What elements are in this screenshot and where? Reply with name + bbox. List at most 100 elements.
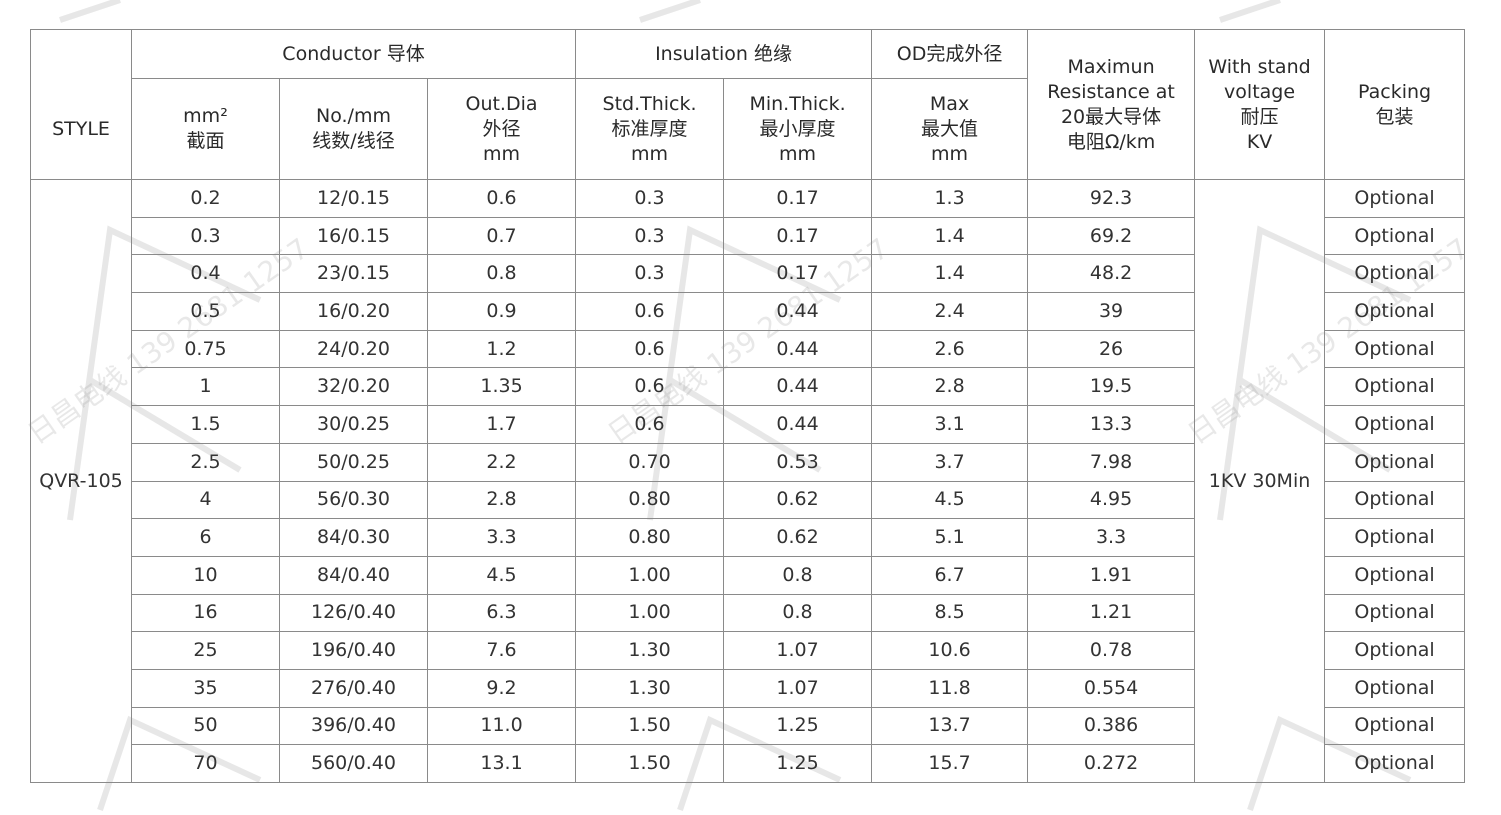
out-dia-header: Out.Dia 外径 mm (426, 78, 577, 180)
strands-cell: 196/0.40 (279, 631, 428, 670)
mm2-cell: 50 (131, 706, 280, 746)
min-thick-cell: 0.62 (723, 480, 873, 520)
resistance-cell: 0.554 (1027, 668, 1196, 708)
mm2-cell: 6 (131, 518, 280, 557)
max-od-cell: 1.3 (871, 179, 1029, 218)
resistance-cell: 4.95 (1027, 480, 1196, 520)
strands-cell: 84/0.40 (279, 555, 428, 595)
strands-cell: 30/0.25 (279, 405, 428, 444)
mm2-header: mm² 截面 (131, 78, 280, 180)
resistance-cell: 48.2 (1027, 254, 1196, 294)
mm2-cell: 10 (131, 555, 280, 595)
std-thick-cell: 0.6 (575, 367, 725, 407)
conductor-header: Conductor 导体 (130, 29, 577, 79)
mm2-cell: 35 (131, 668, 280, 708)
table-row: 0.3 16/0.15 0.7 0.3 0.17 1.4 69.2 Optional (31, 216, 1466, 256)
max-od-cell: 11.8 (871, 668, 1029, 708)
resistance-cell: 0.272 (1027, 744, 1196, 783)
out-dia-cell: 2.8 (426, 480, 577, 520)
max-od-cell: 13.7 (871, 706, 1029, 746)
std-thick-cell: 0.6 (575, 329, 725, 369)
strands-cell: 396/0.40 (279, 706, 428, 746)
packing-cell: Optional (1324, 216, 1466, 256)
strands-cell: 23/0.15 (279, 254, 428, 294)
table-row: 1.5 30/0.25 1.7 0.6 0.44 3.1 13.3 Optional (31, 405, 1466, 444)
table-row: 2.5 50/0.25 2.2 0.70 0.53 3.7 7.98 Optional (31, 442, 1466, 482)
packing-cell: Optional (1324, 518, 1466, 557)
packing-cell: Optional (1324, 292, 1466, 331)
std-thick-cell: 1.50 (575, 744, 725, 783)
min-thick-cell: 0.44 (723, 329, 873, 369)
packing-cell: Optional (1324, 555, 1466, 595)
spec-table: Conductor 导体 Insulation 绝缘 OD完成外径 Maximu… (30, 29, 1466, 783)
max-od-cell: 3.7 (871, 442, 1029, 482)
table-row: 16 126/0.40 6.3 1.00 0.8 8.5 1.21 Optional (31, 593, 1466, 633)
table-row: 35 276/0.40 9.2 1.30 1.07 11.8 0.554 Optional (31, 668, 1466, 708)
strands-cell: 24/0.20 (279, 329, 428, 369)
strands-cell: 32/0.20 (279, 367, 428, 407)
table-row: 70 560/0.40 13.1 1.50 1.25 15.7 0.272 Optional (31, 744, 1466, 783)
out-dia-cell: 7.6 (426, 631, 577, 670)
strands-cell: 56/0.30 (279, 480, 428, 520)
strands-cell: 12/0.15 (279, 179, 428, 218)
out-dia-cell: 9.2 (426, 668, 577, 708)
table-row: 25 196/0.40 7.6 1.30 1.07 10.6 0.78 Optional (31, 631, 1466, 670)
min-thick-cell: 0.17 (723, 179, 873, 218)
packing-cell: Optional (1324, 329, 1466, 369)
mm2-cell: 2.5 (131, 442, 280, 482)
max-od-cell: 8.5 (871, 593, 1029, 633)
std-thick-cell: 1.30 (575, 631, 725, 670)
table-row: 1 32/0.20 1.35 0.6 0.44 2.8 19.5 Optional (31, 367, 1466, 407)
resistance-cell: 1.91 (1027, 555, 1196, 595)
out-dia-cell: 1.2 (426, 329, 577, 369)
min-thick-cell: 1.25 (723, 744, 873, 783)
min-thick-cell: 0.8 (723, 593, 873, 633)
packing-cell: Optional (1324, 179, 1466, 218)
max-od-cell: 4.5 (871, 480, 1029, 520)
mm2-cell: 0.4 (131, 254, 280, 294)
mm2-cell: 70 (131, 744, 280, 783)
std-thick-cell: 0.3 (575, 179, 725, 218)
mm2-cell: 0.75 (131, 329, 280, 369)
strands-cell: 276/0.40 (279, 668, 428, 708)
packing-cell: Optional (1324, 668, 1466, 708)
no-mm-header: No./mm 线数/线径 (279, 78, 428, 180)
table-row: 50 396/0.40 11.0 1.50 1.25 13.7 0.386 Optional (31, 706, 1466, 746)
max-od-cell: 5.1 (871, 518, 1029, 557)
resistance-cell: 19.5 (1027, 367, 1196, 407)
std-thick-cell: 0.3 (575, 254, 725, 294)
table-row: 0.5 16/0.20 0.9 0.6 0.44 2.4 39 Optional (31, 292, 1466, 331)
min-thick-cell: 1.25 (723, 706, 873, 746)
table-row: 0.4 23/0.15 0.8 0.3 0.17 1.4 48.2 Optional (31, 254, 1466, 294)
min-thick-cell: 0.62 (723, 518, 873, 557)
out-dia-cell: 3.3 (426, 518, 577, 557)
resistance-cell: 3.3 (1027, 518, 1196, 557)
resistance-cell: 0.78 (1027, 631, 1196, 670)
std-thick-cell: 1.00 (575, 593, 725, 633)
table-row: 6 84/0.30 3.3 0.80 0.62 5.1 3.3 Optional (31, 518, 1466, 557)
strands-cell: 16/0.15 (279, 216, 428, 256)
min-thick-cell: 0.17 (723, 216, 873, 256)
mm2-cell: 0.3 (131, 216, 280, 256)
packing-cell: Optional (1324, 442, 1466, 482)
out-dia-cell: 13.1 (426, 744, 577, 783)
min-thick-header: Min.Thick. 最小厚度 mm (723, 78, 873, 180)
packing-cell: Optional (1324, 706, 1466, 746)
table-row: QVR-105 0.2 12/0.15 0.6 0.3 0.17 1.3 92.3 1KV 30… (30, 179, 1466, 783)
resistance-cell: 7.98 (1027, 442, 1196, 482)
table-row: 4 56/0.30 2.8 0.80 0.62 4.5 4.95 Optional (31, 480, 1466, 520)
withstand-header: With stand voltage 耐压 KV (1194, 29, 1326, 180)
strands-cell: 560/0.40 (279, 744, 428, 783)
table-row: 10 84/0.40 4.5 1.00 0.8 6.7 1.91 Optional (31, 555, 1466, 595)
out-dia-cell: 11.0 (426, 706, 577, 746)
resistance-cell: 69.2 (1027, 216, 1196, 256)
mm2-cell: 16 (131, 593, 280, 633)
strands-cell: 16/0.20 (279, 292, 428, 331)
std-thick-cell: 1.00 (575, 555, 725, 595)
mm2-cell: 1 (131, 367, 280, 407)
strands-cell: 84/0.30 (279, 518, 428, 557)
out-dia-cell: 0.8 (426, 254, 577, 294)
std-thick-cell: 0.6 (575, 292, 725, 331)
std-thick-header: Std.Thick. 标准厚度 mm (575, 78, 725, 180)
od-header: OD完成外径 (871, 29, 1029, 79)
